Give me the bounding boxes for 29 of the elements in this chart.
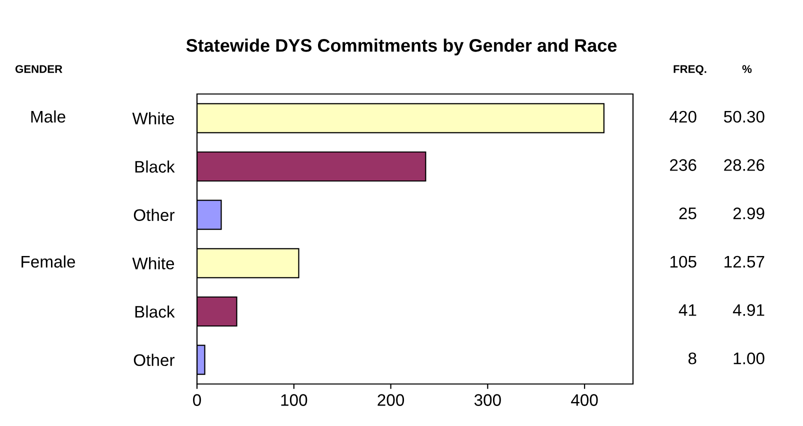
y-tick-label: Other (134, 354, 175, 366)
text: % (742, 65, 752, 73)
y-tick-label: Black (135, 160, 175, 173)
text: GENDER (15, 65, 62, 73)
text: 1.00 (734, 352, 764, 364)
y-tick-label: Other (134, 208, 175, 222)
data-label: 236 (670, 159, 696, 171)
data-label: 105 (670, 256, 696, 268)
text: Female (22, 255, 76, 268)
x-tick-label: 400 (571, 394, 598, 406)
text: 50.30 (724, 110, 764, 123)
chart-title: Statewide DYS Commitments by Gender and Race (186, 38, 617, 56)
data-label: 41 (678, 304, 696, 316)
x-tick-label: 0 (193, 394, 201, 406)
text: 4.91 (732, 304, 764, 316)
text: 28.26 (724, 159, 764, 171)
text: FREQ. (674, 65, 706, 76)
x-tick-label: 300 (474, 394, 501, 406)
data-label: 25 (679, 208, 696, 220)
text: 12.57 (724, 256, 764, 268)
x-tick-label: 100 (281, 394, 308, 406)
data-label: 8 (688, 352, 696, 364)
text: 2.99 (733, 208, 764, 220)
data-label: 420 (670, 110, 696, 123)
text: Male (31, 110, 66, 123)
y-tick-label: Black (135, 305, 175, 318)
y-tick-label: White (132, 112, 174, 124)
y-tick-label: White (132, 257, 174, 270)
x-tick-label: 200 (378, 394, 404, 406)
